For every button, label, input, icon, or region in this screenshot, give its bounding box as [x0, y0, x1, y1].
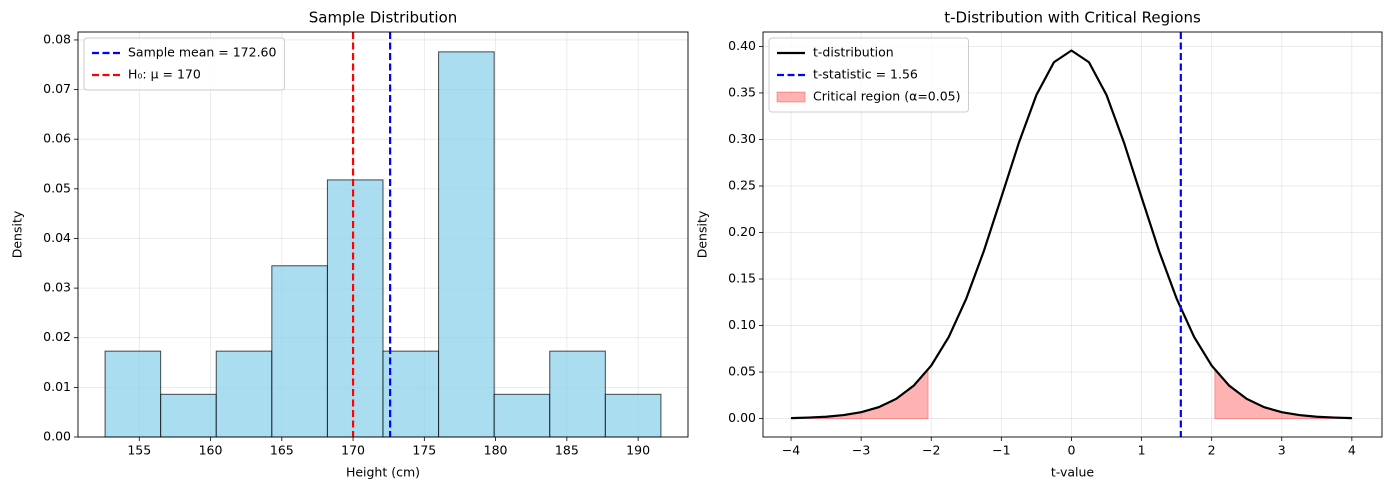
y-tick-label: 0.15 [728, 271, 756, 286]
plot-frame [762, 31, 1383, 438]
histogram-bar [493, 393, 551, 438]
x-tick-label: −3 [852, 443, 870, 458]
x-axis-title: Height (cm) [346, 465, 420, 480]
histogram-bar [604, 393, 662, 438]
y-axis-title: Density [695, 210, 710, 258]
y-tick-label: 0.05 [43, 180, 71, 195]
x-tick-label: 165 [270, 443, 294, 458]
histogram-bar [104, 350, 162, 438]
legend-swatch [776, 91, 806, 103]
y-tick-label: 0.04 [43, 230, 71, 245]
critical-area [790, 368, 929, 420]
chart: −4 −3 −2 −1 0 1 2 3 4 0.00 0.05 0.10 0.15 0.20 0.25 0.3… [695, 9, 1383, 480]
y-tick-label: 0.05 [728, 364, 756, 379]
histogram-bar [438, 51, 495, 438]
histogram-bar [160, 393, 217, 438]
x-tick-label: 160 [199, 443, 223, 458]
legend: Sample mean = 172.60 H₀: μ = 170 [83, 37, 285, 91]
legend-label: Sample mean = 172.60 [128, 45, 276, 60]
histogram-bar [326, 179, 384, 438]
y-tick-label: 0.07 [43, 81, 71, 96]
y-tick-label: 0.00 [43, 429, 71, 444]
y-tick-label: 0.01 [43, 379, 71, 394]
line [791, 49, 1352, 420]
x-tick-label: 1 [1138, 443, 1146, 458]
x-tick-label: 3 [1278, 443, 1286, 458]
y-tick-label: 0.06 [43, 131, 71, 146]
x-tick-label: −1 [992, 443, 1010, 458]
x-tick-label: 155 [127, 443, 151, 458]
x-tick-label: 180 [484, 443, 508, 458]
plot-frame [77, 31, 689, 438]
y-tick-label: 0.02 [43, 329, 71, 344]
legend-label: t-statistic = 1.56 [813, 67, 918, 82]
y-tick-label: 0.08 [43, 31, 71, 46]
y-tick-label: 0.03 [43, 280, 71, 295]
y-tick-label: 0.25 [728, 177, 756, 192]
histogram-bar [549, 350, 606, 438]
y-tick-label: 0.20 [728, 224, 756, 239]
x-tick-label: −4 [782, 443, 800, 458]
y-tick-label: 0.35 [728, 84, 756, 99]
x-axis-title: t-value [1051, 465, 1095, 480]
legend-label: Critical region (α=0.05) [813, 89, 961, 104]
histogram-bar [271, 265, 328, 438]
legend: t-distribution t-statistic = 1.56 Critical… [768, 37, 969, 113]
histogram-bar [215, 350, 273, 438]
y-tick-label: 0.30 [728, 131, 756, 146]
chart-title: Sample Distribution [309, 9, 458, 27]
chart: 155 160 165 170 175 180 185 190 0.00 0.01 0.02 0.03… [10, 9, 689, 480]
histogram-bar [382, 350, 440, 438]
x-tick-label: 175 [412, 443, 436, 458]
legend-box [768, 37, 969, 113]
legend-label: H₀: μ = 170 [128, 67, 201, 82]
legend-label: t-distribution [813, 45, 894, 60]
critical-area [1214, 368, 1353, 420]
x-tick-label: 0 [1067, 443, 1075, 458]
chart-title: t-Distribution with Critical Regions [944, 9, 1201, 27]
legend-box [83, 37, 285, 91]
x-tick-label: −2 [922, 443, 940, 458]
y-tick-label: 0.10 [728, 317, 756, 332]
y-axis-title: Density [10, 210, 25, 258]
x-tick-label: 4 [1348, 443, 1356, 458]
x-tick-label: 185 [555, 443, 579, 458]
y-tick-label: 0.40 [728, 38, 756, 53]
x-tick-label: 170 [341, 443, 365, 458]
y-tick-label: 0.00 [728, 410, 756, 425]
x-tick-label: 2 [1208, 443, 1216, 458]
x-tick-label: 190 [626, 443, 650, 458]
